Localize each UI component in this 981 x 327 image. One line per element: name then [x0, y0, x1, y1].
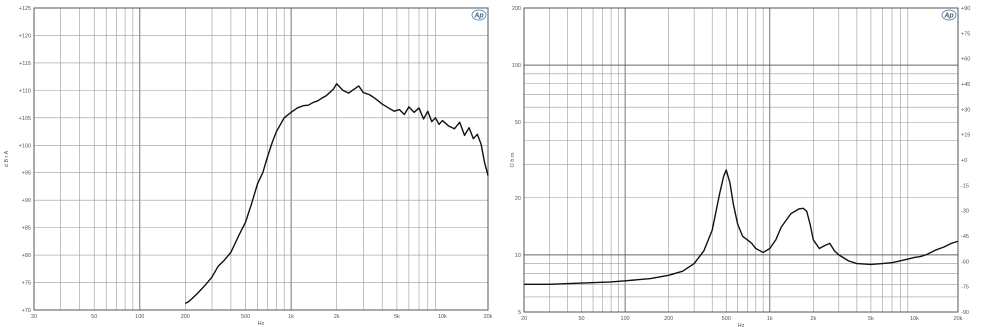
y-tick-label: +100: [19, 143, 31, 149]
x-tick-label: 20: [521, 316, 527, 322]
x-tick-label: 1k: [767, 316, 773, 322]
y-tick-label: +90: [22, 198, 31, 204]
y-tick-label: +85: [22, 226, 31, 232]
ap-logo: Ap: [941, 9, 957, 21]
frequency-response-chart: 20 50 100 200 500 1k 2k 5k 10k 20k Hz +70 +75 +80 +85 +…: [4, 6, 492, 327]
ap-logo-ring: [941, 9, 957, 21]
y-tick-label: +80: [22, 253, 31, 259]
y-tick-label: +125: [19, 6, 31, 12]
y-right-tick-label: +15: [961, 133, 970, 139]
y-tick-label: +115: [19, 61, 31, 67]
y-tick-label: 50: [515, 120, 521, 126]
series-line: [185, 83, 489, 305]
y-tick-label: 200: [512, 6, 521, 12]
x-tick-label: 20k: [484, 314, 492, 320]
y-tick-label: +95: [22, 171, 31, 177]
ap-logo-text: Ap: [473, 13, 484, 20]
y-right-tick-label: -60: [961, 259, 969, 265]
impedance-chart: 20 50 100 200 500 1k 2k 5k 10k 20k Hz 5 10 20 50 100 200…: [510, 6, 970, 327]
x-tick-label: 20k: [954, 316, 963, 322]
y-right-tick-label: +30: [961, 107, 970, 113]
x-tick-label: 50: [579, 316, 585, 322]
x-tick-label: 100: [621, 316, 630, 322]
y-tick-label: 10: [515, 253, 521, 259]
plot-frame: [523, 7, 959, 313]
y-tick-label: 100: [512, 63, 521, 69]
y-tick-label: +110: [19, 88, 31, 94]
y-right-tick-label: +0: [961, 158, 967, 164]
ap-logo-text: Ap: [943, 13, 954, 20]
y-right-tick-label: -75: [961, 285, 969, 291]
y-right-tick-label: -90: [961, 310, 969, 316]
y-tick-label: +75: [22, 281, 31, 287]
y-tick-label: 20: [515, 196, 521, 202]
x-tick-label: 1k: [288, 314, 294, 320]
y-tick-label: +120: [19, 33, 31, 39]
x-tick-label: 200: [664, 316, 673, 322]
y-axis-label: d B r A: [4, 150, 10, 167]
y-right-tick-label: +90: [961, 6, 970, 12]
y-tick-label: +70: [22, 308, 31, 314]
x-axis-label: Hz: [258, 321, 265, 327]
x-tick-label: 500: [722, 316, 731, 322]
x-tick-label: 10k: [438, 314, 447, 320]
x-axis-label: Hz: [738, 323, 745, 327]
y-axis-label: O h m: [510, 152, 516, 167]
plot-frame: [33, 7, 489, 311]
y-right-tick-label: -15: [961, 183, 969, 189]
y-right-tick-label: -45: [961, 234, 969, 240]
series-line: [524, 169, 959, 285]
x-tick-label: 2k: [810, 316, 816, 322]
x-tick-label: 5k: [394, 314, 400, 320]
x-tick-label: 50: [91, 314, 97, 320]
y-right-tick-label: +75: [961, 31, 970, 37]
y-right-tick-label: -30: [961, 209, 969, 215]
x-tick-label: 2k: [334, 314, 340, 320]
ap-logo-ring: [471, 9, 487, 21]
x-tick-label: 500: [241, 314, 250, 320]
y-right-tick-label: +60: [961, 57, 970, 63]
x-tick-label: 10k: [910, 316, 919, 322]
x-tick-label: 200: [181, 314, 190, 320]
y-right-tick-label: +45: [961, 82, 970, 88]
x-tick-label: 100: [135, 314, 144, 320]
y-tick-label: +105: [19, 116, 31, 122]
x-tick-label: 5k: [868, 316, 874, 322]
x-tick-label: 20: [31, 314, 37, 320]
y-tick-label: 5: [518, 310, 521, 316]
ap-logo: Ap: [471, 9, 487, 21]
